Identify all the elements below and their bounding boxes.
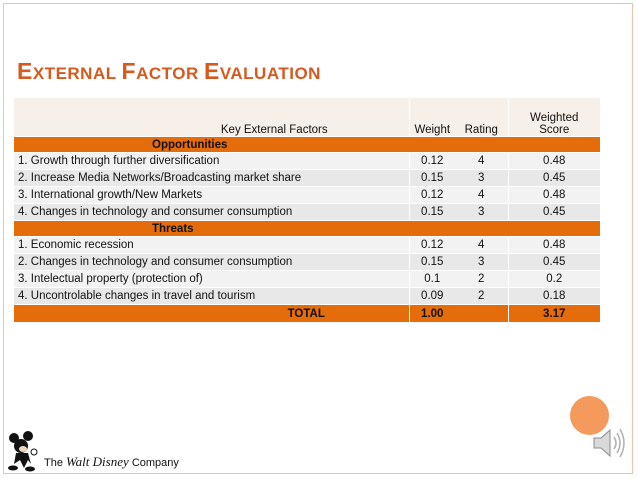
score-cell: 0.18: [508, 287, 600, 305]
section-row-threats: Threats: [14, 220, 600, 237]
rating-cell: 3: [455, 253, 509, 271]
rating-cell: 4: [455, 186, 509, 204]
weight-cell: 0.12: [409, 186, 455, 204]
weight-cell: 0.15: [409, 253, 455, 271]
title-part: ACTOR: [136, 64, 204, 83]
total-rating: [455, 304, 509, 323]
opportunities-rows: 1. Growth through further diversificatio…: [14, 152, 600, 221]
rating-cell: 4: [455, 152, 509, 170]
factor-cell: 2. Increase Media Networks/Broadcasting …: [14, 169, 410, 187]
header-weight: Weight: [409, 98, 455, 137]
header-rating: Rating: [455, 98, 509, 137]
header-row: Key External Factors Weight Rating Weigh…: [14, 98, 600, 137]
title-part: E: [203, 58, 220, 84]
total-label: TOTAL: [14, 304, 410, 323]
factor-cell: 3. International growth/New Markets: [14, 186, 410, 204]
mickey-mouse-logo-icon: [8, 431, 38, 472]
score-cell: 0.48: [508, 186, 600, 204]
header-key-factors: Key External Factors: [14, 98, 410, 137]
weight-cell: 0.12: [409, 152, 455, 170]
efe-table: Key External Factors Weight Rating Weigh…: [14, 98, 600, 323]
logo-brand: Walt Disney: [66, 454, 129, 469]
title-part: VALUATION: [219, 64, 321, 83]
speaker-icon[interactable]: [591, 420, 627, 466]
section-row-opportunities: Opportunities: [14, 136, 600, 153]
threats-rows: 1. Economic recession 0.12 4 0.48 2. Cha…: [14, 236, 600, 305]
weight-cell: 0.09: [409, 287, 455, 305]
weight-cell: 0.15: [409, 169, 455, 187]
table-row: 2. Changes in technology and consumer co…: [14, 253, 600, 271]
title-part: E: [17, 58, 33, 84]
score-cell: 0.48: [508, 152, 600, 170]
rating-cell: 2: [455, 270, 509, 288]
table-row: 2. Increase Media Networks/Broadcasting …: [14, 169, 600, 187]
logo-prefix: The: [44, 457, 63, 469]
weight-cell: 0.1: [409, 270, 455, 288]
score-cell: 0.48: [508, 236, 600, 254]
total-row: TOTAL 1.00 3.17: [14, 304, 600, 323]
factor-cell: 3. Intelectual property (protection of): [14, 270, 410, 288]
section-label: Threats: [14, 220, 600, 237]
disney-company-logo: The Walt Disney Company: [44, 454, 179, 470]
score-cell: 0.45: [508, 253, 600, 271]
score-cell: 0.2: [508, 270, 600, 288]
header-weighted-score: Weighted Score: [508, 98, 600, 137]
rating-cell: 2: [455, 287, 509, 305]
rating-cell: 3: [455, 169, 509, 187]
score-cell: 0.45: [508, 169, 600, 187]
factor-cell: 4. Uncontrolable changes in travel and t…: [14, 287, 410, 305]
slide-frame: [3, 3, 633, 474]
table-row: 1. Growth through further diversificatio…: [14, 152, 600, 170]
weight-cell: 0.12: [409, 236, 455, 254]
slide-title: EXTERNAL FACTOR EVALUATION: [17, 52, 321, 84]
weight-cell: 0.15: [409, 203, 455, 221]
factor-cell: 4. Changes in technology and consumer co…: [14, 203, 410, 221]
factor-cell: 1. Growth through further diversificatio…: [14, 152, 410, 170]
total-score: 3.17: [508, 304, 600, 323]
table-row: 4. Uncontrolable changes in travel and t…: [14, 287, 600, 305]
table-row: 1. Economic recession 0.12 4 0.48: [14, 236, 600, 254]
table-row: 3. International growth/New Markets 0.12…: [14, 186, 600, 204]
score-cell: 0.45: [508, 203, 600, 221]
header-weighted: Weighted: [530, 112, 579, 124]
title-part: XTERNAL: [32, 64, 122, 83]
table-row: 4. Changes in technology and consumer co…: [14, 203, 600, 221]
section-label: Opportunities: [14, 136, 600, 153]
rating-cell: 4: [455, 236, 509, 254]
decorative-circle: [570, 396, 609, 435]
table-row: 3. Intelectual property (protection of) …: [14, 270, 600, 288]
logo-suffix: Company: [131, 457, 179, 469]
factor-cell: 2. Changes in technology and consumer co…: [14, 253, 410, 271]
title-part: F: [121, 58, 137, 84]
header-score: Score: [539, 124, 570, 136]
total-weight: 1.00: [409, 304, 455, 323]
rating-cell: 3: [455, 203, 509, 221]
factor-cell: 1. Economic recession: [14, 236, 410, 254]
